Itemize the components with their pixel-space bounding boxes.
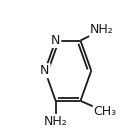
Text: N: N <box>40 64 50 77</box>
Text: N: N <box>51 34 60 47</box>
Text: NH₂: NH₂ <box>90 23 114 36</box>
Text: CH₃: CH₃ <box>94 105 117 118</box>
Text: NH₂: NH₂ <box>44 115 68 128</box>
